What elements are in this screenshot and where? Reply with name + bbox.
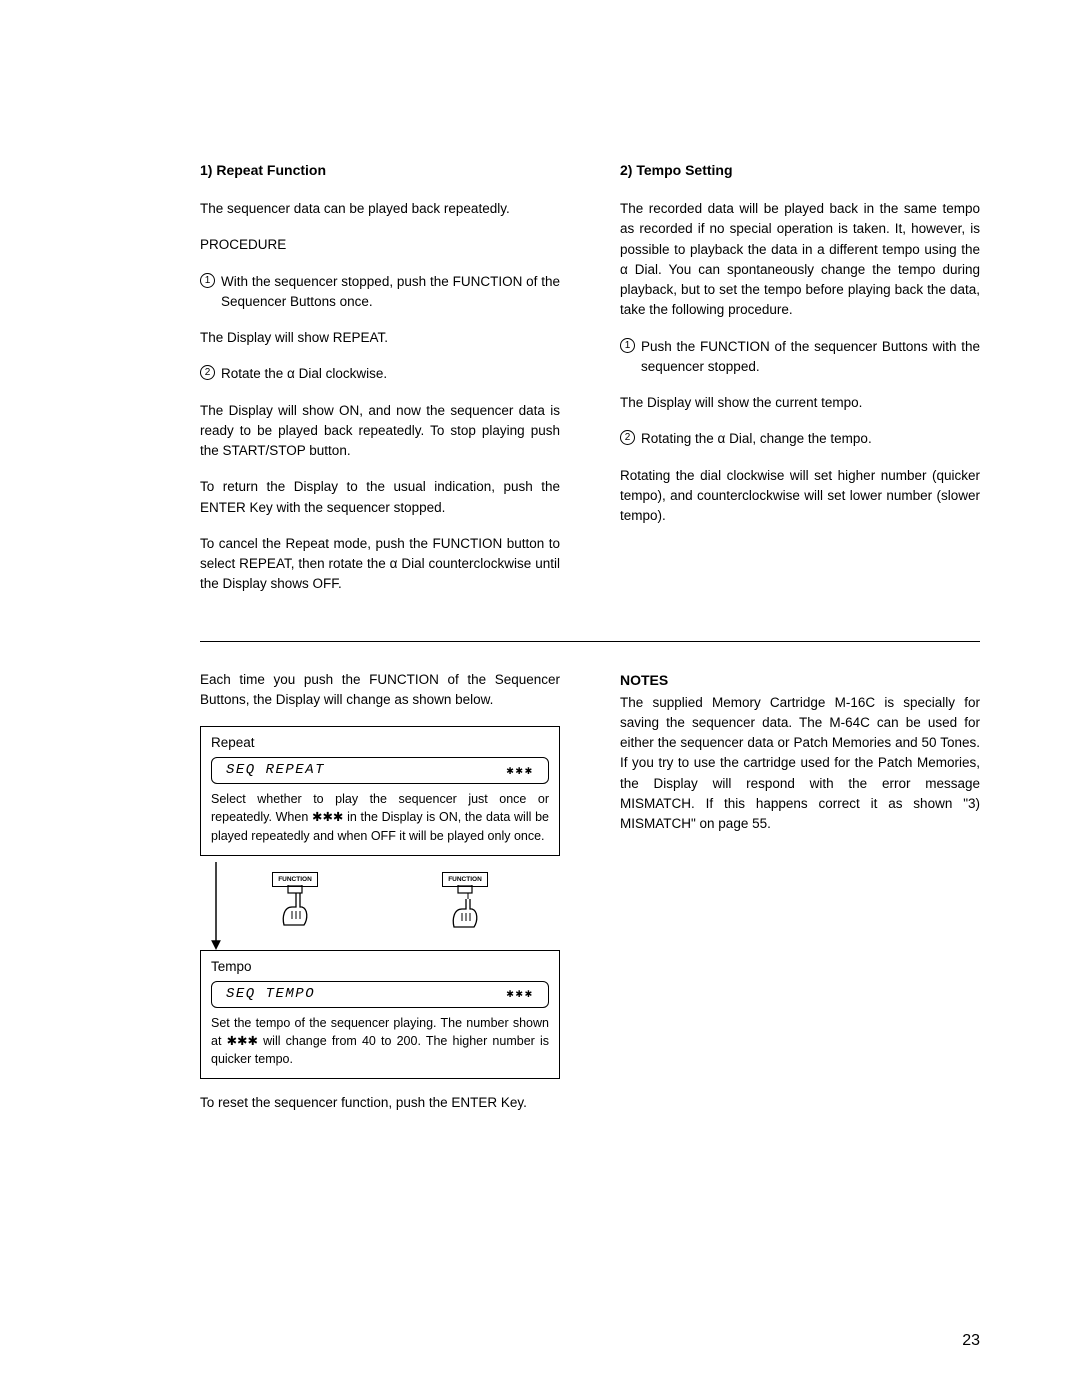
lcd-left: SEQ TEMPO (226, 984, 315, 1005)
step-number-icon: 2 (200, 365, 215, 380)
step-1: 1 Push the FUNCTION of the sequencer But… (620, 337, 980, 378)
notes-title: NOTES (620, 670, 980, 691)
divider (200, 641, 980, 642)
function-button-press-1: FUNCTION (272, 872, 318, 944)
step-number-icon: 2 (620, 430, 635, 445)
hand-press-icon (272, 885, 318, 943)
para: The Display will show REPEAT. (200, 328, 560, 348)
box-desc: Set the tempo of the sequencer playing. … (211, 1014, 549, 1068)
function-button-press-2: FUNCTION (442, 872, 488, 944)
para: Each time you push the FUNCTION of the S… (200, 670, 560, 711)
page-number: 23 (962, 1332, 980, 1350)
para: The sequencer data can be played back re… (200, 199, 560, 219)
repeat-function-section: 1) Repeat Function The sequencer data ca… (200, 160, 560, 611)
para: Rotating the dial clockwise will set hig… (620, 466, 980, 527)
box-title: Repeat (211, 733, 549, 753)
hand-release-icon (442, 885, 488, 943)
lcd-display: SEQ REPEAT ✱✱✱ (211, 757, 549, 784)
lcd-left: SEQ REPEAT (226, 760, 325, 781)
para: To cancel the Repeat mode, push the FUNC… (200, 534, 560, 595)
display-sequence-section: Each time you push the FUNCTION of the S… (200, 670, 560, 1130)
manual-page: 1) Repeat Function The sequencer data ca… (0, 0, 1080, 1170)
box-desc: Select whether to play the sequencer jus… (211, 790, 549, 844)
step-text: Rotate the α Dial clockwise. (221, 364, 387, 384)
para: To return the Display to the usual indic… (200, 477, 560, 518)
tempo-box: Tempo SEQ TEMPO ✱✱✱ Set the tempo of the… (200, 950, 560, 1080)
notes-section: NOTES The supplied Memory Cartridge M-16… (620, 670, 980, 1130)
repeat-box: Repeat SEQ REPEAT ✱✱✱ Select whether to … (200, 726, 560, 856)
arrow-down-icon (210, 862, 222, 950)
step-2: 2 Rotating the α Dial, change the tempo. (620, 429, 980, 449)
lcd-right: ✱✱✱ (506, 985, 534, 1003)
para: The recorded data will be played back in… (620, 199, 980, 321)
box-title: Tempo (211, 957, 549, 977)
tempo-title: 2) Tempo Setting (620, 160, 980, 181)
para: The supplied Memory Cartridge M-16C is s… (620, 693, 980, 835)
para: The Display will show the current tempo. (620, 393, 980, 413)
step-text: With the sequencer stopped, push the FUN… (221, 272, 560, 313)
procedure-label: PROCEDURE (200, 235, 560, 255)
repeat-title: 1) Repeat Function (200, 160, 560, 181)
step-text: Rotating the α Dial, change the tempo. (641, 429, 872, 449)
lcd-display: SEQ TEMPO ✱✱✱ (211, 981, 549, 1008)
step-text: Push the FUNCTION of the sequencer Butto… (641, 337, 980, 378)
step-2: 2 Rotate the α Dial clockwise. (200, 364, 560, 384)
step-1: 1 With the sequencer stopped, push the F… (200, 272, 560, 313)
upper-columns: 1) Repeat Function The sequencer data ca… (200, 160, 980, 611)
lower-columns: Each time you push the FUNCTION of the S… (200, 670, 980, 1130)
para: To reset the sequencer function, push th… (200, 1093, 560, 1113)
para: The Display will show ON, and now the se… (200, 401, 560, 462)
step-number-icon: 1 (620, 338, 635, 353)
function-button-row: FUNCTION FUNCTION (200, 862, 560, 950)
tempo-setting-section: 2) Tempo Setting The recorded data will … (620, 160, 980, 611)
step-number-icon: 1 (200, 273, 215, 288)
lcd-right: ✱✱✱ (506, 762, 534, 780)
